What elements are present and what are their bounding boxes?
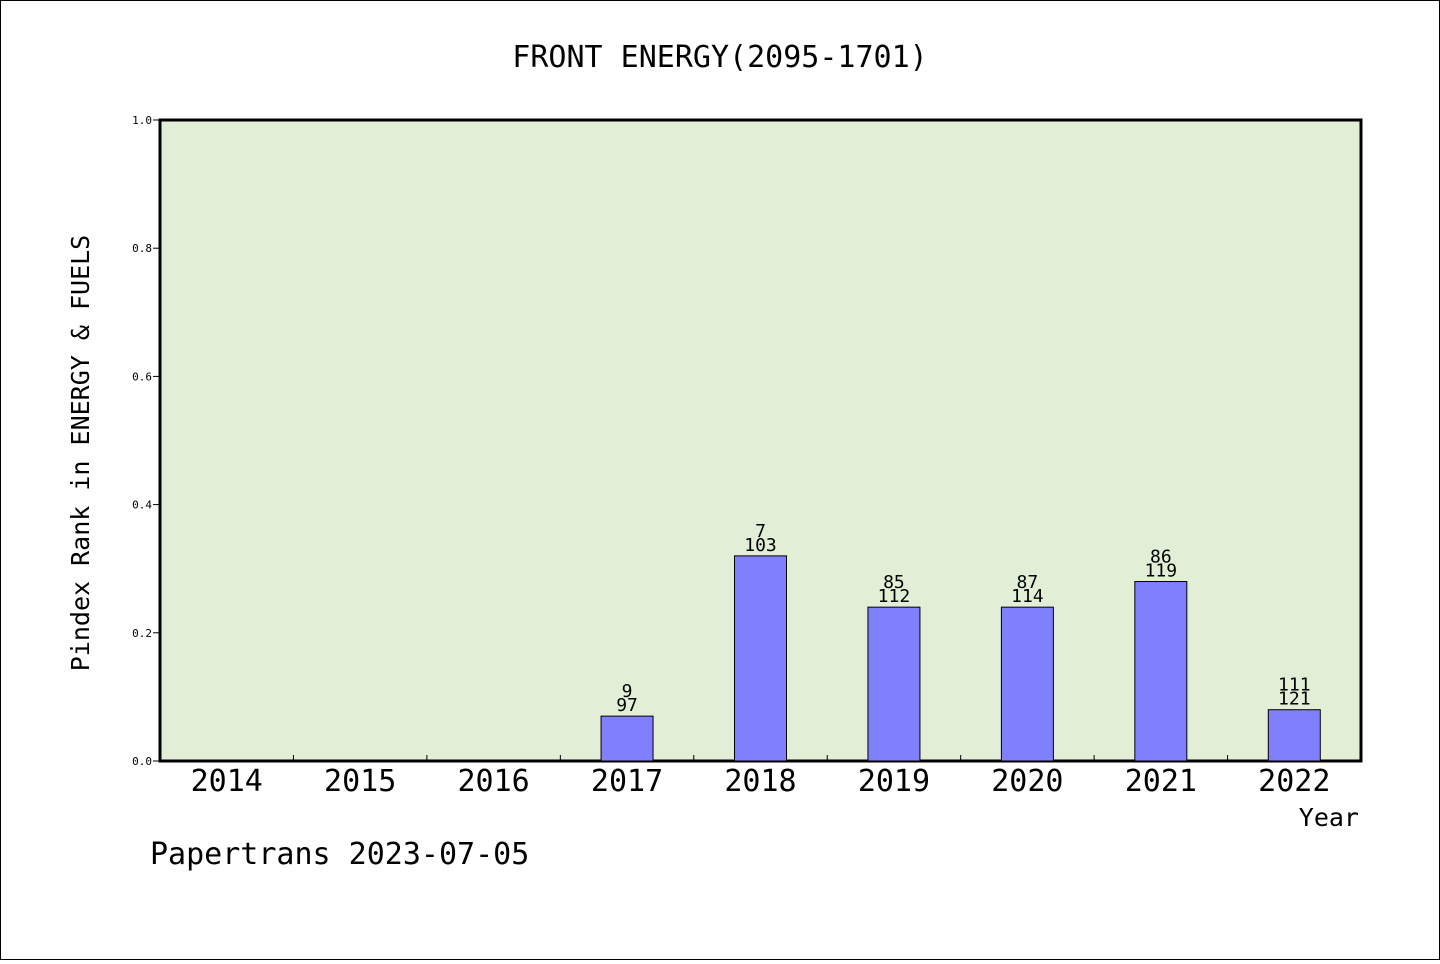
x-tick-label: 2021 (1125, 764, 1197, 799)
bar-total-label: 103 (744, 535, 777, 556)
bar-2021 (1134, 581, 1188, 762)
y-tick-label: 0.2 (132, 627, 152, 640)
bar-2017 (600, 715, 654, 762)
bar-rank-label: 9 (622, 681, 633, 702)
y-tick-label: 0.6 (132, 370, 152, 383)
x-tick-label: 2017 (591, 764, 663, 799)
bar-2019 (867, 606, 921, 762)
x-tick-label: 2018 (724, 764, 796, 799)
x-tick-label: 2019 (858, 764, 930, 799)
credit-text: Papertrans 2023-07-05 (150, 837, 529, 872)
bar-total-label: 97 (616, 695, 638, 716)
y-tick-label: 0.4 (132, 499, 152, 512)
x-tick-label: 2016 (457, 764, 529, 799)
y-tick-label: 0.8 (132, 242, 152, 255)
x-tick-label: 2022 (1258, 764, 1330, 799)
bar-total-label: 119 (1145, 561, 1178, 582)
x-tick-label: 2020 (991, 764, 1063, 799)
y-axis-label: Pindex Rank in ENERGY & FUELS (66, 235, 95, 672)
x-tick-label: 2014 (191, 764, 263, 799)
bars-group (600, 555, 1321, 762)
bar-2018 (734, 555, 787, 762)
chart-title: FRONT ENERGY(2095-1701) (512, 40, 927, 75)
y-tick-label: 0.0 (132, 755, 152, 768)
bar-rank-label: 111 (1278, 675, 1311, 696)
bar-total-label: 114 (1011, 586, 1044, 607)
x-tick-label: 2015 (324, 764, 396, 799)
bar-total-label: 121 (1278, 689, 1311, 710)
bar-total-label: 112 (878, 586, 911, 607)
bar-2020 (1000, 606, 1054, 762)
y-tick-label: 1.0 (132, 114, 152, 127)
bar-rank-label: 85 (883, 572, 905, 593)
x-axis-label: Year (1299, 803, 1359, 832)
bar-rank-label: 7 (755, 521, 766, 542)
bar-2022 (1267, 709, 1321, 762)
bar-rank-label: 87 (1017, 572, 1039, 593)
bar-rank-label: 86 (1150, 547, 1172, 568)
x-axis-ticks: 2014 2015 2016 2017 2018 2019 2020 2021 2022 (191, 755, 1330, 799)
y-axis-ticks: 0.0 0.2 0.4 0.6 0.8 1.0 (132, 114, 160, 768)
